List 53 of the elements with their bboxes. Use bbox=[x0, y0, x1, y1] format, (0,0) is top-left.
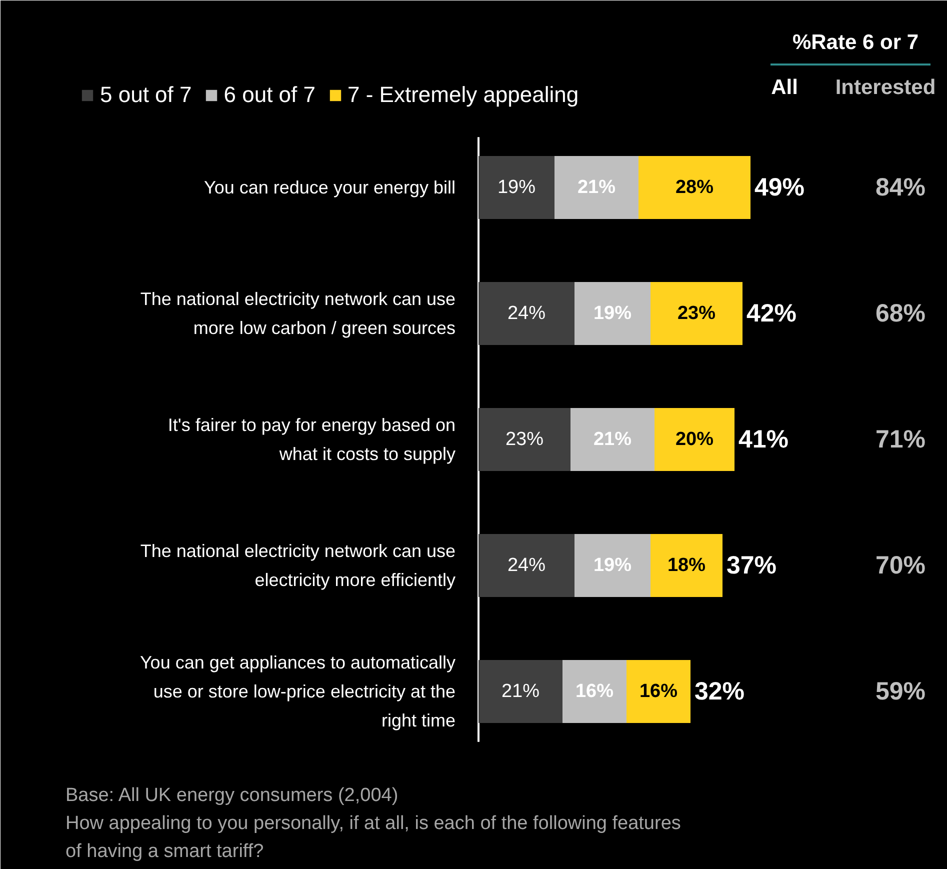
text: %Rate 6 or 7 bbox=[792, 31, 919, 54]
text: 68% bbox=[875, 300, 926, 328]
data-label: 20% bbox=[675, 429, 714, 450]
bar bbox=[478, 282, 574, 345]
data-label: 16% bbox=[639, 681, 678, 702]
bar bbox=[574, 534, 650, 597]
annotation: 37% bbox=[726, 552, 777, 580]
text: 84% bbox=[875, 174, 926, 202]
text: How appealing to you personally, if at all, is each of the following features of having a smart tariff? bbox=[66, 813, 681, 862]
y-tick-label: You can get appliances to automatically use or store low-price electricity at the right time bbox=[140, 652, 456, 730]
data-label: 24% bbox=[507, 555, 546, 576]
bar bbox=[654, 408, 734, 471]
bar bbox=[638, 156, 750, 219]
data-label: 19% bbox=[593, 555, 632, 576]
annotation: 42% bbox=[746, 300, 797, 328]
legend-label: 5 out of 7 bbox=[100, 82, 192, 108]
y-tick-label: You can reduce your energy bill bbox=[204, 178, 456, 198]
data-label: 23% bbox=[677, 303, 716, 324]
text: 59% bbox=[875, 678, 926, 706]
bar bbox=[478, 534, 574, 597]
text: 49% bbox=[754, 174, 805, 202]
bar bbox=[574, 282, 650, 345]
bar bbox=[570, 408, 654, 471]
data-label: 21% bbox=[577, 177, 616, 198]
text: Base: All UK energy consumers (2,004) bbox=[66, 785, 398, 806]
bar bbox=[650, 282, 742, 345]
bar bbox=[626, 660, 690, 723]
legend-label: 6 out of 7 bbox=[224, 82, 316, 108]
data-label: 18% bbox=[667, 555, 706, 576]
text: All bbox=[771, 76, 798, 99]
text: 71% bbox=[875, 426, 926, 454]
bar bbox=[554, 156, 638, 219]
data-label: 23% bbox=[505, 429, 544, 450]
text: Interested bbox=[835, 76, 936, 99]
data-label: 19% bbox=[593, 303, 632, 324]
bar bbox=[478, 156, 554, 219]
data-label: 21% bbox=[501, 681, 540, 702]
text: 70% bbox=[875, 552, 926, 580]
bar bbox=[650, 534, 722, 597]
annotation: 41% bbox=[738, 426, 789, 454]
bar bbox=[562, 660, 626, 723]
data-label: 24% bbox=[507, 303, 546, 324]
y-tick-label: It's fairer to pay for energy based on what it costs to supply bbox=[168, 415, 456, 464]
bar bbox=[478, 660, 562, 723]
legend-label: 7 - Extremely appealing bbox=[348, 82, 579, 108]
data-label: 28% bbox=[675, 177, 714, 198]
y-tick-label: The national electricity network can use electricity more efficiently bbox=[140, 541, 456, 590]
bar bbox=[478, 408, 570, 471]
data-label: 19% bbox=[497, 177, 536, 198]
data-label: 16% bbox=[575, 681, 614, 702]
y-tick-label: The national electricity network can use more low carbon / green sources bbox=[140, 289, 456, 338]
data-label: 21% bbox=[593, 429, 632, 450]
annotation: 32% bbox=[694, 678, 745, 706]
